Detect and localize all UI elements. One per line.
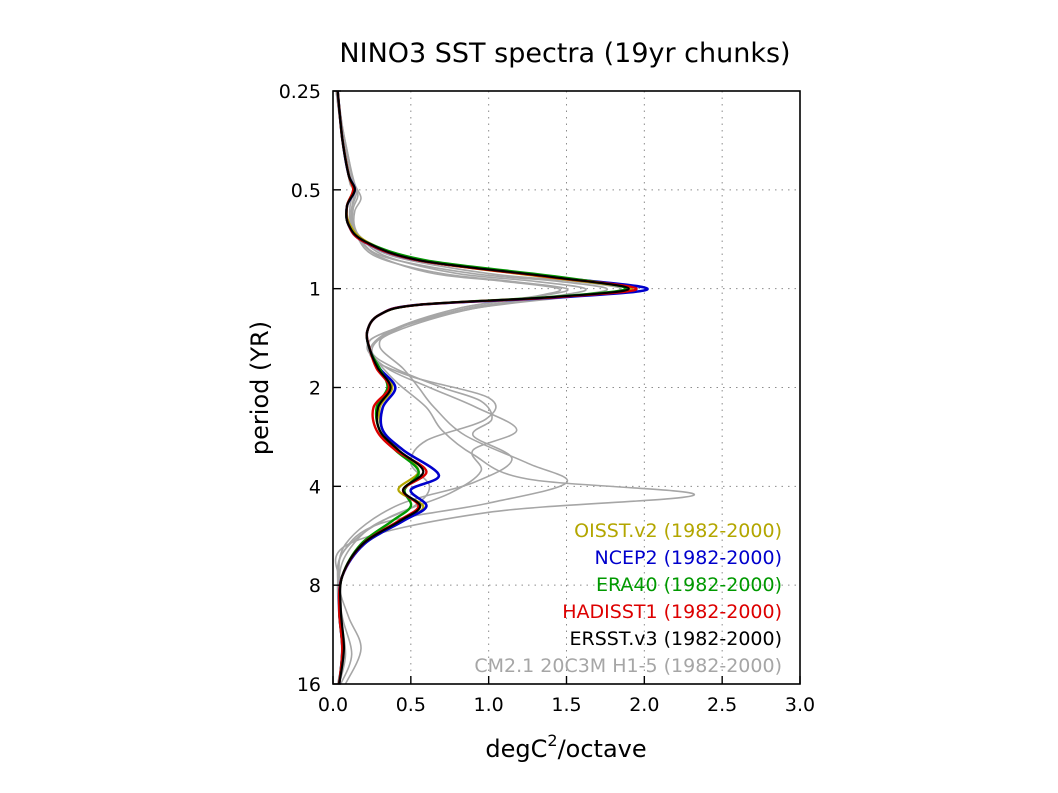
legend-entry: CM2.1 20C3M H1-5 (1982-2000) — [474, 655, 782, 677]
grid-lines — [333, 91, 800, 684]
y-axis-ticks: 0.25 0.5 1 2 4 8 16 — [279, 81, 341, 696]
x-tick-label: 0.5 — [396, 694, 426, 716]
series-line-4 — [334, 90, 695, 685]
series-line-10 — [336, 90, 630, 685]
y-tick-label: 16 — [297, 674, 321, 696]
y-tick-label: 2 — [309, 378, 321, 400]
y-tick-label: 1 — [309, 279, 321, 301]
series-line-3 — [335, 90, 609, 685]
legend-entry: ERA40 (1982-2000) — [596, 574, 782, 596]
x-axis-ticks: 0.0 0.5 1.0 1.5 2.0 2.5 3.0 — [318, 676, 815, 716]
legend-entry: ERSST.v3 (1982-2000) — [570, 628, 782, 650]
series-line-5 — [335, 90, 569, 685]
y-tick-label: 0.5 — [291, 180, 321, 202]
x-axis-label-superscript: 2 — [547, 731, 557, 750]
series-line-1 — [336, 90, 562, 685]
y-axis-label: period (YR) — [246, 321, 274, 455]
x-tick-label: 3.0 — [785, 694, 815, 716]
series-line-9 — [336, 90, 638, 685]
legend: OISST.v2 (1982-2000) NCEP2 (1982-2000) ERA… — [474, 520, 782, 677]
legend-entry: OISST.v2 (1982-2000) — [574, 520, 782, 542]
y-tick-label: 0.25 — [279, 81, 321, 103]
x-axis-label-rest: /octave — [558, 735, 647, 763]
series-lines — [334, 90, 695, 685]
chart-title: NINO3 SST spectra (19yr chunks) — [339, 38, 790, 69]
y-tick-label: 8 — [309, 575, 321, 597]
x-tick-label: 1.0 — [474, 694, 504, 716]
x-axis-label-base: degC — [485, 735, 547, 763]
x-tick-label: 2.0 — [629, 694, 659, 716]
x-tick-label: 1.5 — [551, 694, 581, 716]
legend-entry: NCEP2 (1982-2000) — [595, 547, 782, 569]
legend-entry: HADISST1 (1982-2000) — [562, 601, 782, 623]
x-tick-label: 0.0 — [318, 694, 348, 716]
x-axis-label: degC2/octave — [485, 731, 646, 763]
y-tick-label: 4 — [309, 476, 321, 498]
series-line-8 — [336, 90, 627, 685]
x-tick-label: 2.5 — [707, 694, 737, 716]
